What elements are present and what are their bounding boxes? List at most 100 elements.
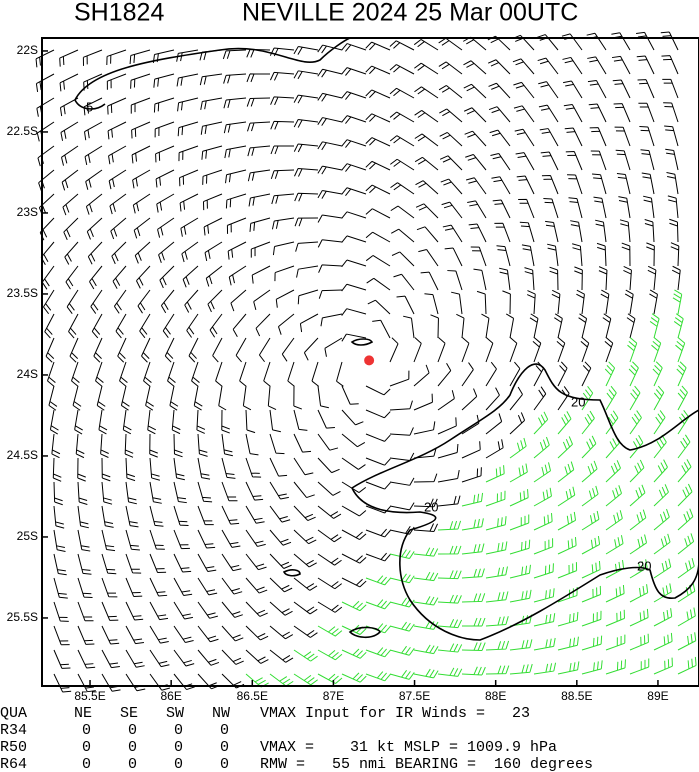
wind-barb <box>604 361 616 387</box>
y-tick-label: 22.5S <box>7 124 38 138</box>
wind-barb <box>48 385 58 411</box>
wind-barb <box>247 169 271 182</box>
wind-barb <box>557 562 578 579</box>
wind-barb <box>221 601 243 618</box>
wind-barb <box>209 313 223 338</box>
wind-barb <box>586 32 607 51</box>
wind-barb <box>547 243 559 267</box>
wind-barb <box>365 481 391 490</box>
wind-barb <box>317 577 342 590</box>
x-tick-label: 86.5E <box>237 689 268 703</box>
wind-barb <box>136 265 151 289</box>
wind-barb <box>643 195 655 219</box>
wind-barb <box>317 481 341 496</box>
wind-barb <box>667 195 679 219</box>
wind-barb <box>134 241 151 264</box>
wind-barb <box>437 643 463 653</box>
wind-barb <box>270 169 295 180</box>
wind-barb <box>538 81 559 99</box>
wind-barb <box>200 97 223 110</box>
contour <box>74 99 106 110</box>
wind-barb <box>293 143 319 153</box>
storm-center <box>364 355 375 366</box>
contour <box>351 363 699 489</box>
wind-barb <box>677 656 697 675</box>
table-cell: 0 <box>82 739 91 756</box>
wind-barb <box>413 596 439 606</box>
wind-barb <box>107 121 127 140</box>
wind-barb <box>294 192 319 202</box>
wind-barb <box>341 308 367 316</box>
wind-barb <box>131 145 151 164</box>
wind-barb <box>444 247 463 267</box>
wind-barb <box>393 273 415 291</box>
wind-barb <box>365 184 391 195</box>
wind-barb <box>173 433 183 458</box>
table-header: NE <box>74 705 92 722</box>
wind-barb <box>629 385 641 411</box>
wind-barb <box>159 265 175 289</box>
x-tick-label: 88E <box>485 689 506 703</box>
wind-barb <box>63 217 79 241</box>
wind-barb <box>581 361 592 387</box>
wind-barb <box>317 385 329 409</box>
wind-barb <box>341 433 366 448</box>
wind-barb <box>581 435 597 459</box>
wind-barb <box>341 187 367 196</box>
wind-barb <box>101 625 120 645</box>
wind-barb <box>624 289 634 315</box>
wind-barb <box>605 385 617 411</box>
wind-barb <box>112 265 127 289</box>
wind-barb <box>529 313 539 339</box>
wind-barb <box>441 201 463 219</box>
wind-barb <box>677 508 694 531</box>
wind-barb <box>438 61 463 75</box>
wind-barb <box>641 172 655 195</box>
wind-barb <box>675 337 686 363</box>
wind-barb <box>341 624 367 635</box>
wind-barb <box>485 337 494 363</box>
wind-barb <box>581 585 602 603</box>
wind-barb <box>557 661 580 675</box>
wind-barb <box>485 566 508 579</box>
wind-barb <box>47 361 56 387</box>
wind-barb <box>557 611 579 627</box>
wind-barb <box>581 660 603 675</box>
wind-barb <box>413 498 438 508</box>
wind-barb <box>389 597 415 608</box>
x-tick-label: 87E <box>323 689 344 703</box>
wind-barb <box>242 385 252 411</box>
wind-barb <box>640 149 655 171</box>
wind-barb <box>341 600 367 612</box>
wind-barb <box>82 49 103 66</box>
wind-barb <box>509 614 533 627</box>
wind-barb <box>296 265 319 278</box>
wind-barb <box>653 583 672 603</box>
wind-barb <box>588 103 607 123</box>
wind-barb <box>173 529 190 550</box>
wind-barb <box>228 265 247 286</box>
wind-barb <box>245 577 268 594</box>
wind-barb <box>476 290 487 315</box>
wind-barb <box>52 457 62 482</box>
wind-barb <box>250 241 271 258</box>
wind-barb <box>623 266 632 291</box>
wind-barb <box>653 410 666 435</box>
wind-barb <box>341 91 367 100</box>
wind-barb <box>248 193 271 207</box>
wind-barb <box>629 658 650 675</box>
wind-barb <box>75 433 85 459</box>
table-cell: 0 <box>82 756 91 772</box>
wind-barb <box>509 386 523 411</box>
x-tick-label: 88.5E <box>561 689 592 703</box>
wind-barb <box>509 663 533 675</box>
wind-barb <box>485 465 505 483</box>
wind-barb <box>61 169 79 191</box>
wind-barb <box>581 560 601 579</box>
wind-barb <box>173 649 195 667</box>
wind-barb <box>269 71 295 81</box>
wind-barb <box>293 505 316 521</box>
wind-barb <box>557 636 579 651</box>
wind-barb <box>59 73 79 92</box>
wind-barb <box>605 485 622 507</box>
